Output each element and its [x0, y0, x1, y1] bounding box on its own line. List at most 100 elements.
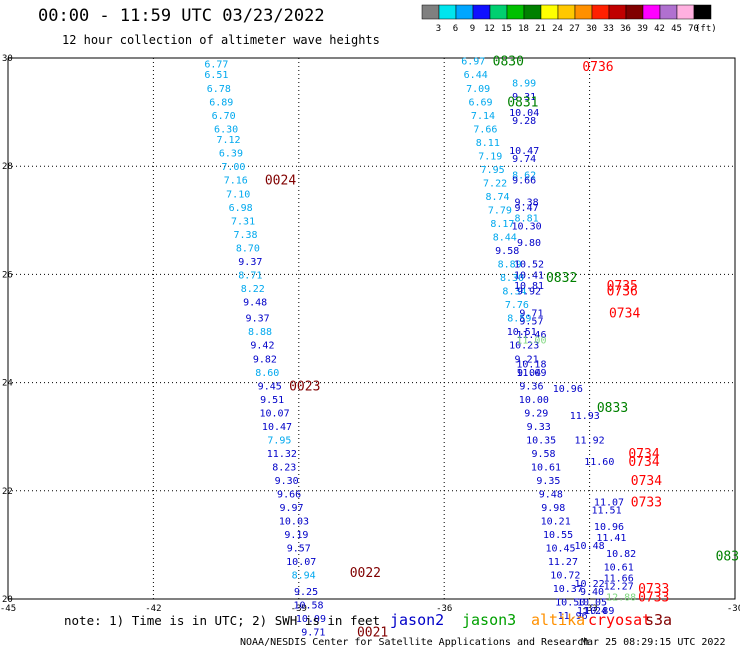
swh-value: 9.33 — [527, 422, 551, 433]
y-tick-label: 28 — [2, 162, 13, 172]
swh-value: 7.22 — [483, 178, 507, 189]
colorbar-swatch — [625, 4, 644, 20]
swh-value: 7.38 — [233, 230, 257, 241]
swh-value: 7.14 — [471, 111, 495, 122]
swh-value: 11.27 — [548, 557, 578, 568]
swh-value: 10.04 — [509, 108, 539, 119]
pass-time-label: 0733 — [638, 590, 669, 605]
footer: note: 1) Time is in UTC; 2) SWH is in fe… — [64, 611, 726, 648]
swh-value: 6.44 — [464, 70, 488, 81]
colorbar-swatch — [591, 4, 610, 20]
pass-time-label: 0734 — [631, 474, 662, 489]
swh-value: 9.66 — [277, 490, 301, 501]
swh-value: 7.19 — [478, 151, 502, 162]
swh-value: 10.51 — [507, 327, 537, 338]
swh-value: 10.96 — [594, 522, 624, 533]
swh-value: 7.79 — [488, 205, 512, 216]
swh-value: 8.22 — [241, 284, 265, 295]
swh-value: 11.32 — [267, 449, 297, 460]
swh-value: 9.28 — [512, 116, 536, 127]
pass-time-label: 0023 — [289, 379, 320, 394]
swh-value: 10.47 — [509, 146, 539, 157]
x-tick-label: -45 — [0, 604, 16, 614]
swh-value: 10.03 — [279, 517, 309, 528]
swh-value: 9.51 — [260, 395, 284, 406]
swh-value: 6.51 — [204, 70, 228, 81]
swh-value: 7.12 — [216, 135, 240, 146]
swh-value: 10.81 — [514, 281, 544, 292]
swh-value: 8.17 — [490, 219, 514, 230]
colorbar-label: 6 — [453, 24, 458, 34]
colorbar-label: 12 — [484, 24, 495, 34]
swh-value: 11.96 — [558, 611, 588, 622]
footer-note: note: 1) Time is in UTC; 2) SWH is in fe… — [64, 613, 380, 628]
colorbar-swatch — [693, 4, 712, 20]
pass-time-label: 0831 — [507, 95, 538, 110]
swh-value: 7.16 — [224, 176, 248, 187]
pass-time-label: 0734 — [628, 447, 659, 462]
pass-time-label: 0733 — [631, 496, 662, 511]
swh-value: 7.00 — [221, 162, 245, 173]
swh-value: 8.34 — [502, 287, 526, 298]
colorbar-label: 70 — [688, 24, 699, 34]
swh-value: 10.37 — [553, 584, 583, 595]
swh-value: 9.57 — [287, 544, 311, 555]
swh-value: 6.78 — [207, 84, 231, 95]
pass-time-label: 0833 — [597, 401, 628, 416]
swh-value: 8.62 — [512, 170, 536, 181]
swh-value: 10.48 — [575, 541, 605, 552]
swh-value: 8.88 — [248, 327, 272, 338]
swh-value: 7.66 — [473, 124, 497, 135]
swh-value: 10.50 — [555, 598, 585, 609]
swh-value: 10.72 — [550, 571, 580, 582]
pass-time-label: 0735 — [607, 279, 638, 294]
swh-value: 9.35 — [536, 476, 560, 487]
swh-value: 6.89 — [209, 97, 233, 108]
y-axis-ticks: 20 22 24 26 28 30 — [2, 54, 13, 605]
swh-value: 7.10 — [226, 189, 250, 200]
colorbar-swatch — [523, 4, 542, 20]
pass-time-label: 0736 — [607, 285, 638, 300]
swh-value: 9.66 — [512, 176, 536, 187]
swh-value: 11.93 — [570, 411, 600, 422]
y-tick-label: 24 — [2, 379, 13, 389]
swh-value: 7.76 — [505, 300, 529, 311]
colorbar-label: 9 — [470, 24, 475, 34]
swh-value: 9.36 — [519, 381, 543, 392]
swh-value: 10.07 — [260, 408, 290, 419]
colorbar-unit: (ft) — [695, 24, 717, 34]
footer-credit: NOAA/NESDIS Center for Satellite Applica… — [240, 637, 589, 648]
swh-value: 9.19 — [284, 530, 308, 541]
colorbar-swatch — [557, 4, 576, 20]
swh-value: 10.58 — [293, 600, 323, 611]
colorbar-label: 24 — [552, 24, 563, 34]
swh-value: 8.99 — [512, 78, 536, 89]
swh-value: 9.47 — [515, 203, 539, 214]
swh-value: 10.89 — [584, 606, 614, 617]
swh-value: 8.81 — [515, 214, 539, 225]
swh-value: 11.00 — [516, 335, 546, 346]
swh-value: 10.30 — [512, 222, 542, 233]
swh-value: 9.38 — [515, 197, 539, 208]
swh-values: 6.776.51 6.78 6.89 6.70 6.307.12 6.39 7.00 7.16… — [204, 57, 636, 639]
swh-value: 7.95 — [481, 165, 505, 176]
swh-value: 8.94 — [292, 571, 316, 582]
swh-value: 8.11 — [476, 138, 500, 149]
x-tick-label: -30 — [727, 604, 740, 614]
pass-time-labels: 0830083108320833083073607350736073407340… — [265, 55, 739, 641]
swh-value: 6.30 — [214, 124, 238, 135]
swh-value: 8.70 — [236, 243, 260, 254]
swh-value: 10.55 — [543, 530, 573, 541]
swh-value: 10.22 — [575, 579, 605, 590]
x-tick-label: -39 — [291, 604, 307, 614]
colorbar-label: 45 — [671, 24, 682, 34]
swh-value: 10.61 — [531, 462, 561, 473]
swh-value: 9.57 — [519, 316, 543, 327]
swh-value: 8.89 — [498, 260, 522, 271]
footer-timestamp: Mar 25 08:29:15 UTC 2022 — [581, 637, 726, 648]
colorbar-swatch — [608, 4, 627, 20]
pass-time-label: 0830 — [493, 55, 524, 70]
legend-jason3: jason3 — [462, 611, 516, 629]
swh-value: 8.23 — [272, 462, 296, 473]
swh-value: 8.60 — [255, 368, 279, 379]
